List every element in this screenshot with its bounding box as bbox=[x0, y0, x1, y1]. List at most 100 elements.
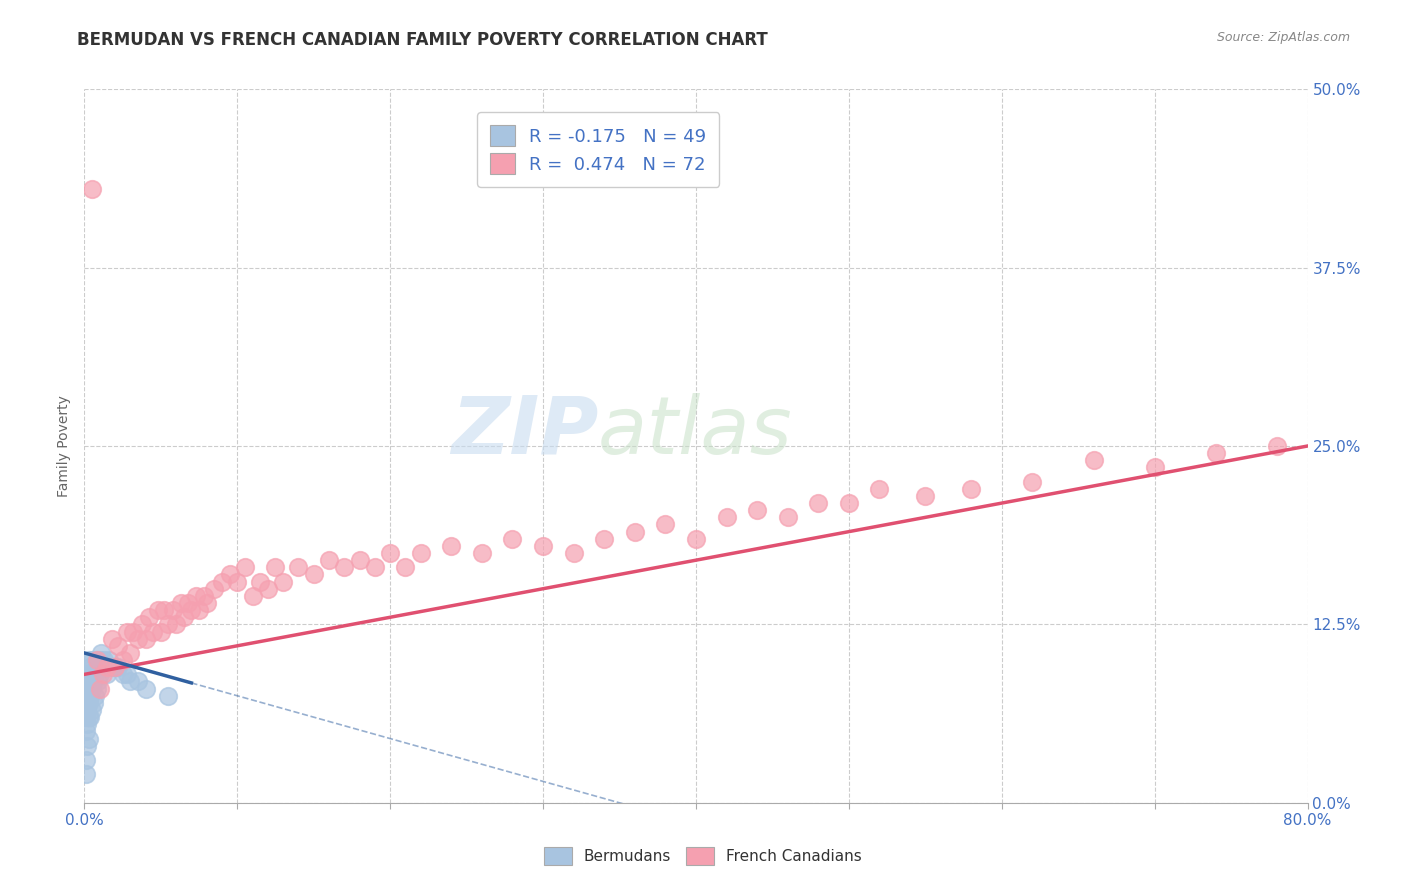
Point bbox=[75, 710, 97, 724]
Point bbox=[776, 510, 799, 524]
Text: ZIP: ZIP bbox=[451, 392, 598, 471]
Point bbox=[89, 653, 111, 667]
Point bbox=[83, 674, 105, 689]
Point bbox=[257, 582, 280, 596]
Point bbox=[271, 574, 294, 589]
Point bbox=[233, 560, 256, 574]
Point bbox=[394, 560, 416, 574]
Point bbox=[135, 632, 157, 646]
Point bbox=[101, 632, 124, 646]
Point bbox=[76, 667, 98, 681]
Point bbox=[593, 532, 616, 546]
Point bbox=[960, 482, 983, 496]
Point bbox=[747, 503, 769, 517]
Point bbox=[173, 610, 195, 624]
Point bbox=[1143, 460, 1166, 475]
Point bbox=[122, 624, 145, 639]
Point bbox=[716, 510, 738, 524]
Point bbox=[80, 681, 103, 696]
Point bbox=[76, 689, 98, 703]
Point bbox=[502, 532, 524, 546]
Point bbox=[562, 546, 585, 560]
Point bbox=[115, 624, 138, 639]
Point bbox=[146, 603, 169, 617]
Point bbox=[96, 667, 118, 681]
Point bbox=[170, 596, 193, 610]
Legend: R = -0.175   N = 49, R =  0.474   N = 72: R = -0.175 N = 49, R = 0.474 N = 72 bbox=[477, 112, 720, 186]
Point bbox=[89, 681, 111, 696]
Point bbox=[115, 667, 138, 681]
Point bbox=[1083, 453, 1105, 467]
Point bbox=[79, 660, 101, 674]
Point bbox=[211, 574, 233, 589]
Point bbox=[79, 689, 101, 703]
Point bbox=[202, 582, 225, 596]
Point bbox=[157, 689, 180, 703]
Point bbox=[142, 624, 165, 639]
Point bbox=[79, 710, 101, 724]
Point bbox=[165, 617, 187, 632]
Point bbox=[318, 553, 340, 567]
Point bbox=[184, 589, 207, 603]
Point bbox=[77, 731, 100, 746]
Point bbox=[93, 653, 115, 667]
Point bbox=[135, 681, 157, 696]
Point bbox=[89, 667, 111, 681]
Point bbox=[242, 589, 264, 603]
Legend: Bermudans, French Canadians: Bermudans, French Canadians bbox=[538, 841, 868, 871]
Point bbox=[127, 674, 149, 689]
Point bbox=[79, 674, 101, 689]
Point bbox=[104, 660, 127, 674]
Point bbox=[75, 753, 97, 767]
Point bbox=[80, 653, 103, 667]
Point bbox=[624, 524, 647, 539]
Point bbox=[287, 560, 309, 574]
Point bbox=[838, 496, 860, 510]
Point bbox=[188, 603, 211, 617]
Point bbox=[77, 667, 100, 681]
Point bbox=[101, 660, 124, 674]
Point bbox=[84, 689, 107, 703]
Point bbox=[111, 667, 134, 681]
Point bbox=[107, 660, 129, 674]
Point bbox=[869, 482, 891, 496]
Point bbox=[131, 617, 153, 632]
Point bbox=[76, 703, 98, 717]
Point bbox=[84, 667, 107, 681]
Text: BERMUDAN VS FRENCH CANADIAN FAMILY POVERTY CORRELATION CHART: BERMUDAN VS FRENCH CANADIAN FAMILY POVER… bbox=[77, 31, 768, 49]
Point bbox=[440, 539, 463, 553]
Point bbox=[193, 589, 215, 603]
Text: Source: ZipAtlas.com: Source: ZipAtlas.com bbox=[1216, 31, 1350, 45]
Point bbox=[162, 603, 184, 617]
Point bbox=[364, 560, 387, 574]
Point bbox=[75, 767, 97, 781]
Point bbox=[218, 567, 240, 582]
Point bbox=[471, 546, 494, 560]
Point bbox=[80, 182, 103, 196]
Point bbox=[1205, 446, 1227, 460]
Point bbox=[90, 646, 112, 660]
Point bbox=[120, 646, 142, 660]
Point bbox=[654, 517, 676, 532]
Point bbox=[86, 653, 108, 667]
Point bbox=[91, 667, 114, 681]
Point bbox=[75, 724, 97, 739]
Point bbox=[91, 660, 114, 674]
Point bbox=[86, 653, 108, 667]
Point bbox=[111, 653, 134, 667]
Point bbox=[104, 660, 127, 674]
Point bbox=[96, 660, 118, 674]
Point bbox=[349, 553, 371, 567]
Point bbox=[77, 710, 100, 724]
Point bbox=[333, 560, 356, 574]
Point bbox=[76, 739, 98, 753]
Point bbox=[87, 674, 110, 689]
Point bbox=[87, 660, 110, 674]
Point bbox=[76, 717, 98, 731]
Point bbox=[127, 632, 149, 646]
Point bbox=[80, 667, 103, 681]
Point bbox=[409, 546, 432, 560]
Point bbox=[120, 674, 142, 689]
Point bbox=[1265, 439, 1288, 453]
Point bbox=[157, 617, 180, 632]
